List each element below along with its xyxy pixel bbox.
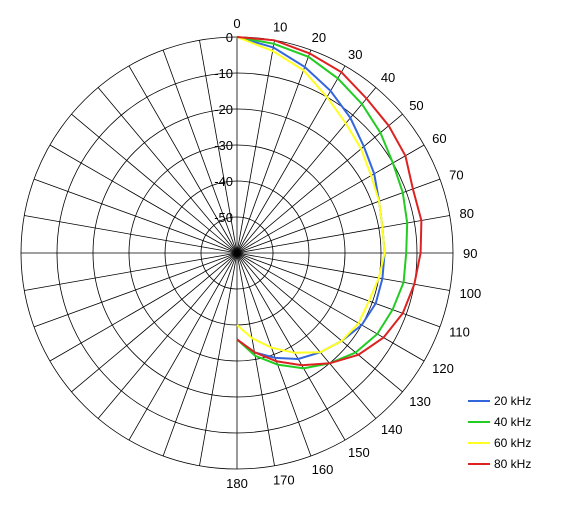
legend-label: 20 kHz [494,394,531,408]
angle-tick-label: 130 [409,394,431,409]
grid-spoke [236,252,346,441]
angle-tick-label: 0 [233,16,240,31]
grid-spoke [236,252,312,457]
radial-tick-label: -20 [214,102,233,117]
grid-spoke [236,252,425,362]
series-line-40-khz [236,36,409,370]
grid-spoke [162,252,238,457]
angle-tick-label: 140 [381,422,403,437]
angle-tick-labels: 0 10 20 30 40 50 60 70 80 90 100 110 120 130 140 150 160… [226,16,481,491]
angle-tick-label: 60 [432,131,446,146]
grid-spoke [236,178,441,254]
grid-spoke [33,252,238,328]
grid-spoke [236,252,377,419]
grid-spoke [199,40,238,254]
grid-spoke [128,65,238,254]
series-line-60-khz [236,36,386,354]
angle-tick-label: 90 [463,246,477,261]
angle-tick-label: 30 [348,47,362,62]
grid-spoke [162,49,238,254]
grid-spoke [71,113,238,254]
grid-spoke [49,252,238,362]
radial-tick-label: -50 [214,210,233,225]
grid-spoke [236,40,275,254]
grid-spoke [128,252,238,441]
grid-spoke [236,252,275,466]
legend-label: 40 kHz [494,415,531,429]
series-line-80-khz [236,36,423,367]
angle-tick-label: 110 [449,325,470,340]
grid-spoke [97,87,238,254]
grid-spoke [199,252,238,466]
grid-spoke [236,87,377,254]
grid-spoke [236,252,403,393]
radial-tick-label: -40 [214,174,233,189]
radial-tick-label: 0 [226,30,233,45]
angle-tick-label: 160 [312,462,334,477]
polar-grid [20,36,454,470]
legend-label: 80 kHz [494,457,531,471]
angle-tick-label: 40 [381,70,395,85]
grid-spoke [49,144,238,254]
angle-tick-label: 170 [273,473,295,488]
angle-tick-label: 100 [460,286,482,301]
angle-tick-label: 180 [226,476,248,491]
grid-spoke [71,252,238,393]
grid-spoke [97,252,238,419]
grid-spoke [236,215,450,254]
legend-label: 60 kHz [494,436,531,450]
series-lines [236,36,423,370]
legend: 20 kHz 40 kHz 60 kHz 80 kHz [468,394,531,471]
angle-tick-label: 150 [348,445,370,460]
series-line-20-khz [236,36,386,361]
angle-tick-label: 120 [432,361,454,376]
angle-tick-label: 20 [312,30,326,45]
grid-spoke [24,215,238,254]
angle-tick-label: 80 [460,206,474,221]
angle-tick-label: 70 [449,167,463,182]
grid-spoke [24,252,238,291]
angle-tick-label: 50 [409,98,423,113]
grid-spoke [236,252,441,328]
grid-spoke [236,49,312,254]
radial-tick-label: -10 [214,66,233,81]
radial-tick-label: -30 [214,138,233,153]
radial-tick-labels: 0 -10 -20 -30 -40 -50 [214,30,233,225]
angle-tick-label: 10 [273,19,287,34]
grid-spoke [236,113,403,254]
grid-spoke [33,178,238,254]
